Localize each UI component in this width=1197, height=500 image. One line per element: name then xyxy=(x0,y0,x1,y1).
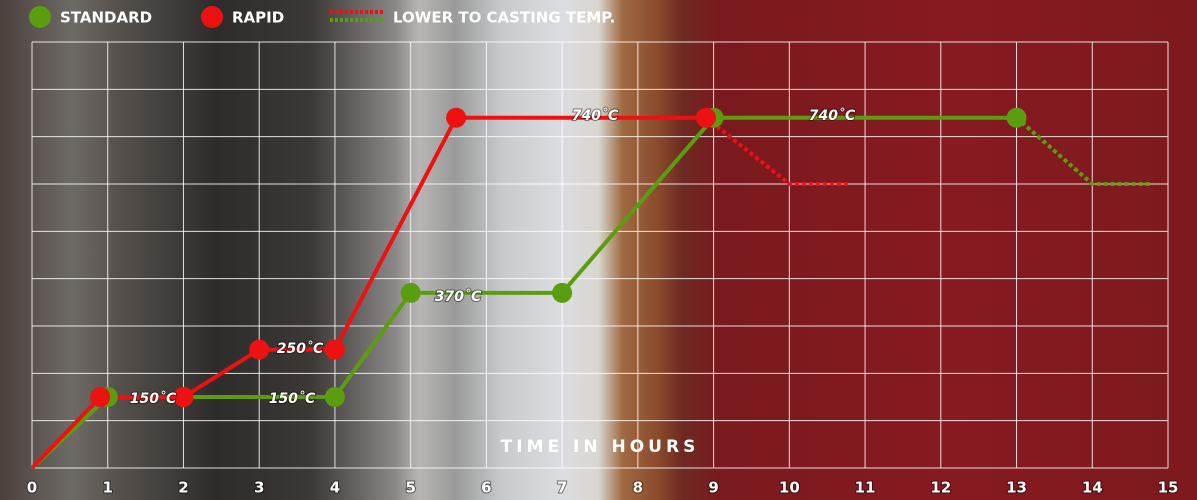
lower-line xyxy=(1015,116,1153,186)
point xyxy=(173,387,194,407)
annotation: 740˚C xyxy=(572,107,619,124)
x-tick-label: 2 xyxy=(178,479,188,497)
x-tick-label: 0 xyxy=(27,479,37,497)
annotation: 150˚C xyxy=(269,390,316,407)
x-axis-label: TIME IN HOURS xyxy=(501,437,700,457)
x-tick-label: 11 xyxy=(855,479,876,497)
x-tick-label: 12 xyxy=(930,479,951,497)
x-tick-label: 6 xyxy=(481,479,491,497)
lower-line xyxy=(704,116,850,186)
x-tick-label: 3 xyxy=(254,479,264,497)
x-tick-label: 1 xyxy=(103,479,113,497)
series-line xyxy=(30,115,1017,470)
legend-marker xyxy=(29,6,51,28)
point xyxy=(552,282,573,303)
point xyxy=(446,107,467,128)
point xyxy=(696,107,717,128)
legend-label: RAPID xyxy=(232,9,284,27)
point xyxy=(324,387,345,407)
point xyxy=(324,339,345,360)
x-tick-label: 7 xyxy=(557,479,567,497)
x-tick-label: 13 xyxy=(1006,479,1027,497)
x-tick-label: 15 xyxy=(1158,479,1179,497)
legend-label: LOWER TO CASTING TEMP. xyxy=(393,9,615,27)
point xyxy=(400,282,421,303)
point xyxy=(249,339,270,360)
x-tick-label: 10 xyxy=(779,479,800,497)
point xyxy=(1006,107,1027,128)
annotation: 150˚C xyxy=(130,390,177,407)
annotation: 370˚C xyxy=(435,288,482,305)
x-tick-label: 5 xyxy=(405,479,415,497)
grid xyxy=(31,41,1169,469)
series-line xyxy=(30,115,707,470)
x-tick-label: 4 xyxy=(330,479,340,497)
x-tick-label: 14 xyxy=(1082,479,1103,497)
annotation: 250˚C xyxy=(277,340,324,357)
x-tick-label: 8 xyxy=(633,479,643,497)
legend-marker xyxy=(201,6,223,28)
x-tick-label: 9 xyxy=(708,479,718,497)
annotation: 740˚C xyxy=(809,107,856,124)
point xyxy=(90,387,111,407)
legend-label: STANDARD xyxy=(60,9,152,27)
